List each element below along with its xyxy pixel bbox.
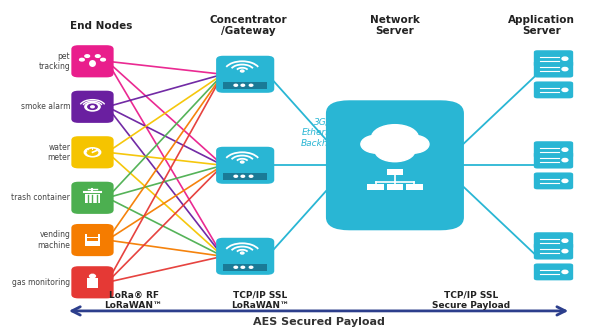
Bar [367,184,384,190]
Circle shape [249,84,253,86]
Text: LoRa® RF
LoRaWAN™: LoRa® RF LoRaWAN™ [105,291,162,310]
Circle shape [562,250,568,253]
Text: TCP/IP SSL
LoRaWAN™: TCP/IP SSL LoRaWAN™ [231,291,289,310]
Bar [387,168,403,175]
Text: pet
tracking: pet tracking [38,52,70,71]
Circle shape [562,270,568,273]
FancyBboxPatch shape [71,136,114,168]
Text: gas monitoring: gas monitoring [12,278,70,287]
Circle shape [90,274,95,278]
FancyBboxPatch shape [534,152,573,168]
Text: End Nodes: End Nodes [70,21,132,30]
Circle shape [240,252,244,254]
Text: Network
Server: Network Server [370,15,420,36]
Circle shape [361,135,394,153]
Text: water
meter: water meter [47,143,70,162]
Circle shape [95,55,100,57]
FancyBboxPatch shape [534,141,573,158]
FancyBboxPatch shape [71,266,114,298]
Circle shape [240,161,244,163]
Circle shape [241,84,245,86]
Circle shape [241,175,245,177]
Bar [87,278,98,288]
Text: smoke alarm: smoke alarm [21,102,70,111]
Circle shape [249,175,253,177]
Circle shape [91,106,94,108]
Circle shape [84,148,101,157]
FancyBboxPatch shape [534,61,573,77]
Bar [223,263,267,271]
Text: Application
Server: Application Server [509,15,575,36]
Circle shape [562,148,568,151]
Circle shape [85,103,100,111]
Circle shape [88,104,97,109]
Bar [87,238,98,241]
Circle shape [240,70,244,72]
FancyBboxPatch shape [216,238,274,275]
FancyBboxPatch shape [216,56,274,93]
Bar [85,234,100,246]
Circle shape [562,57,568,60]
Circle shape [101,58,105,61]
Circle shape [562,159,568,162]
Bar [406,184,423,190]
Circle shape [562,179,568,182]
FancyBboxPatch shape [71,224,114,256]
Bar [223,172,267,180]
Circle shape [87,149,98,155]
FancyBboxPatch shape [71,182,114,214]
FancyBboxPatch shape [534,243,573,260]
Circle shape [79,58,84,61]
FancyBboxPatch shape [534,81,573,98]
FancyBboxPatch shape [71,91,114,123]
FancyBboxPatch shape [216,147,274,184]
Circle shape [85,55,90,57]
Bar [387,184,403,190]
Circle shape [562,88,568,91]
Circle shape [562,68,568,71]
Bar [85,194,100,203]
Text: 3G/
Ethernet
Backhaul: 3G/ Ethernet Backhaul [301,118,342,148]
FancyBboxPatch shape [534,263,573,280]
FancyBboxPatch shape [534,172,573,189]
Text: TCP/IP SSL
Secure Payload: TCP/IP SSL Secure Payload [432,291,510,310]
Circle shape [375,140,415,162]
Text: vending
machine: vending machine [38,230,70,250]
Text: trash container: trash container [11,193,70,202]
Circle shape [234,175,237,177]
Bar [87,234,98,237]
Circle shape [371,125,418,151]
Text: Concentrator
/Gateway: Concentrator /Gateway [209,15,287,36]
Bar [223,82,267,89]
Circle shape [234,266,237,268]
Circle shape [396,135,429,153]
Circle shape [234,84,237,86]
FancyBboxPatch shape [534,232,573,249]
FancyBboxPatch shape [71,45,114,77]
FancyBboxPatch shape [326,100,464,230]
Text: AES Secured Payload: AES Secured Payload [253,317,384,327]
Circle shape [562,239,568,242]
Circle shape [241,266,245,268]
Circle shape [249,266,253,268]
FancyBboxPatch shape [534,50,573,67]
